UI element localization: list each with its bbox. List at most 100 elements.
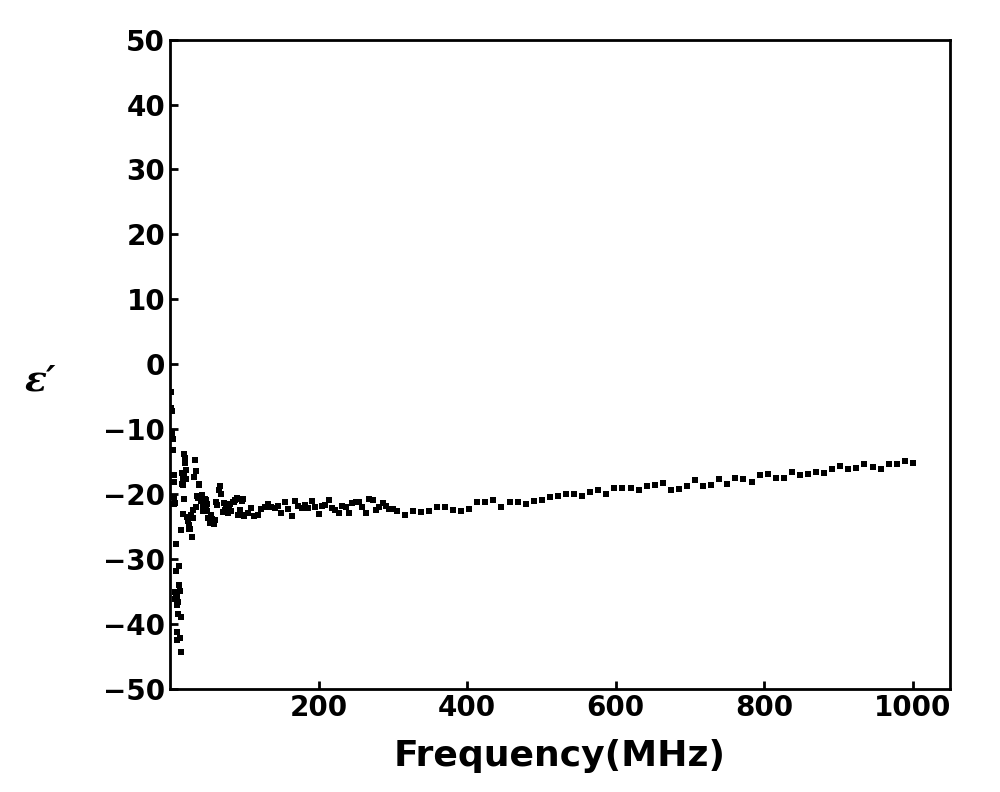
Point xyxy=(365,494,381,507)
Point xyxy=(169,634,185,647)
Point xyxy=(368,504,384,516)
Point xyxy=(174,467,190,480)
Point xyxy=(168,592,184,605)
Point xyxy=(189,490,205,503)
Point xyxy=(166,491,182,504)
Point xyxy=(188,464,204,477)
Point xyxy=(623,482,639,495)
Point xyxy=(287,495,303,508)
Point xyxy=(639,479,655,492)
Point xyxy=(173,524,189,536)
Point xyxy=(327,504,343,516)
Point xyxy=(234,494,250,507)
Point xyxy=(176,466,192,479)
Point xyxy=(816,466,832,479)
Point xyxy=(195,501,211,514)
Point xyxy=(461,502,477,515)
Point xyxy=(277,496,293,508)
Point xyxy=(217,504,233,516)
Point xyxy=(358,506,374,519)
Point xyxy=(246,510,262,523)
Point xyxy=(784,466,800,478)
Point xyxy=(711,473,727,485)
Point xyxy=(598,488,614,501)
Point xyxy=(231,493,247,505)
Point xyxy=(371,501,387,514)
Point xyxy=(385,503,401,516)
Point xyxy=(164,406,180,418)
Point xyxy=(582,485,598,498)
Point xyxy=(397,508,413,521)
Point xyxy=(193,494,209,507)
Point xyxy=(182,523,198,535)
Point xyxy=(776,472,792,485)
Point xyxy=(477,496,493,508)
Point xyxy=(232,504,248,516)
Point xyxy=(195,505,211,517)
Point xyxy=(185,512,201,524)
Point xyxy=(375,497,391,509)
Point xyxy=(207,514,223,527)
Point xyxy=(206,518,222,531)
Point xyxy=(169,626,185,638)
Point xyxy=(240,507,256,520)
Point xyxy=(824,463,840,476)
Point xyxy=(236,510,252,523)
Point xyxy=(865,460,881,473)
Point xyxy=(550,489,566,502)
Point xyxy=(260,497,276,510)
Point xyxy=(311,508,327,520)
Point xyxy=(209,498,225,511)
Point xyxy=(321,493,337,506)
Point xyxy=(832,460,848,473)
Point xyxy=(695,479,711,492)
Point xyxy=(222,498,238,511)
Point xyxy=(202,517,218,530)
Point xyxy=(378,500,394,512)
Point xyxy=(199,505,215,517)
Point xyxy=(307,501,323,513)
Point xyxy=(655,477,671,489)
Point xyxy=(185,504,201,516)
Point xyxy=(211,483,227,496)
Point xyxy=(792,469,808,482)
Point xyxy=(197,493,213,505)
Point xyxy=(191,478,207,490)
Point xyxy=(671,482,687,495)
Point xyxy=(163,402,179,414)
Point xyxy=(236,508,252,521)
Point xyxy=(181,519,197,531)
Point xyxy=(606,482,622,494)
Point xyxy=(165,433,181,446)
Point xyxy=(727,472,743,485)
Point xyxy=(169,590,185,603)
Point xyxy=(166,476,182,489)
Point xyxy=(226,495,242,508)
Point xyxy=(199,498,215,511)
Point xyxy=(344,497,360,509)
Point xyxy=(169,599,185,611)
Point xyxy=(171,560,187,573)
Point xyxy=(243,502,259,515)
Point xyxy=(196,493,212,505)
Point xyxy=(485,494,501,507)
Point xyxy=(221,504,237,516)
Point xyxy=(558,488,574,501)
Point xyxy=(178,463,194,476)
Point xyxy=(631,484,647,497)
Point xyxy=(290,500,306,512)
Point xyxy=(170,607,186,620)
Point xyxy=(848,462,864,474)
Point xyxy=(647,478,663,491)
Point xyxy=(405,505,421,518)
Point xyxy=(200,512,216,524)
Point xyxy=(172,584,188,597)
Point xyxy=(873,463,889,475)
Point xyxy=(263,501,279,513)
Point xyxy=(510,495,526,508)
Point xyxy=(218,501,234,513)
Point xyxy=(752,469,768,482)
Point xyxy=(188,501,204,513)
Point xyxy=(166,469,182,482)
Point xyxy=(381,503,397,516)
